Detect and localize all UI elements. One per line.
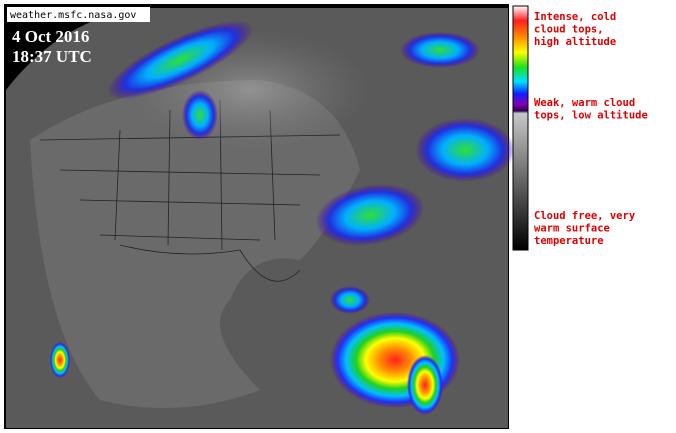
color-scale (512, 5, 529, 251)
date: 4 Oct 2016 (12, 27, 89, 46)
source-box (7, 7, 150, 22)
legend-label: high altitude (534, 36, 616, 48)
satellite-image (4, 4, 515, 429)
legend-label: warm surface (534, 223, 610, 235)
legend-label: Intense, cold (534, 11, 616, 23)
legend-label: temperature (534, 235, 604, 247)
source-url: weather.msfc.nasa.gov (10, 10, 136, 21)
time: 18:37 UTC (12, 47, 92, 66)
legend-label: tops, low altitude (534, 110, 648, 122)
legend-label: Weak, warm cloud (534, 97, 635, 109)
legend-label: Cloud free, very (534, 210, 636, 222)
land (30, 80, 360, 408)
legend-label: cloud tops, (534, 24, 604, 36)
